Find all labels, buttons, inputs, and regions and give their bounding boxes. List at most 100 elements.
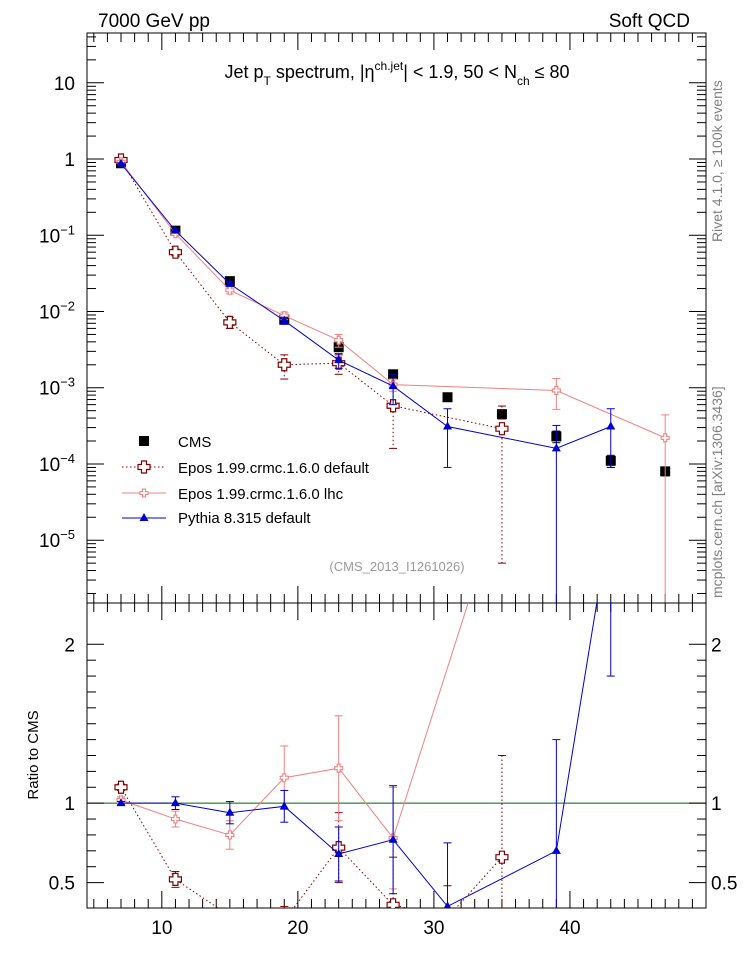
title-part-b: spectrum, |η bbox=[271, 62, 375, 82]
ratio-xtick-label: 10 bbox=[151, 918, 172, 939]
ratio-point-epos-1-99-crmc-1-6-0-default bbox=[224, 910, 236, 922]
main-point-pythia-8-315-default bbox=[388, 381, 398, 390]
main-ytick-label-exp: −3 bbox=[60, 375, 75, 390]
header-right-label: Soft QCD bbox=[609, 11, 690, 32]
title-sub-t: T bbox=[263, 74, 271, 88]
ratio-point-pythia-8-315-default bbox=[170, 798, 180, 807]
main-ytick-label: 1 bbox=[64, 150, 75, 171]
main-line-epos-1-99-crmc-1-6-0-lhc bbox=[120, 161, 666, 439]
title-sup-chjet: ch.jet bbox=[375, 59, 404, 73]
main-ytick-label-base: 10 bbox=[39, 379, 60, 400]
ratio-point-pythia-8-315-default bbox=[551, 845, 561, 854]
main-point-pythia-8-315-default bbox=[551, 443, 561, 452]
ratio-point-epos-1-99-crmc-1-6-0-default bbox=[495, 850, 509, 864]
main-point-pythia-8-315-default bbox=[606, 421, 616, 430]
ratio-point-pythia-8-315-default bbox=[116, 798, 126, 807]
ratio-point-epos-1-99-crmc-1-6-0-lhc bbox=[225, 830, 235, 840]
main-ytick-label-exp: −1 bbox=[60, 222, 75, 237]
main-ytick-label: 10−2 bbox=[39, 298, 75, 323]
header-left-label: 7000 GeV pp bbox=[98, 11, 210, 32]
ratio-point-epos-1-99-crmc-1-6-0-default bbox=[386, 898, 400, 908]
title-part-d: ≤ 80 bbox=[530, 62, 570, 82]
main-point-epos-1-99-crmc-1-6-0-default bbox=[495, 422, 509, 436]
ratio-plot: 0.5 0.5 1 1 2 2 10 20 30 40 Ratio to CMS bbox=[25, 323, 738, 939]
main-point-epos-1-99-crmc-1-6-0-lhc bbox=[225, 285, 235, 295]
main-point-pythia-8-315-default bbox=[225, 278, 235, 287]
ratio-series-pythia-8-315-default bbox=[116, 512, 615, 908]
ratio-xtick-label: 40 bbox=[559, 918, 580, 939]
ratio-xtick-label: 20 bbox=[287, 918, 308, 939]
main-point-epos-1-99-crmc-1-6-0-lhc bbox=[660, 433, 670, 443]
ratio-ytick-label-right: 1 bbox=[711, 794, 722, 815]
main-series-layer bbox=[114, 153, 671, 603]
main-point-pythia-8-315-default bbox=[443, 421, 453, 430]
ratio-axis-ticks bbox=[87, 603, 706, 908]
legend-epos-lhc-label: Epos 1.99.crmc.1.6.0 lhc bbox=[178, 486, 344, 503]
ratio-point-epos-1-99-crmc-1-6-0-lhc bbox=[279, 773, 289, 783]
legend-pythia-label: Pythia 8.315 default bbox=[178, 510, 311, 527]
legend-pythia-marker bbox=[139, 513, 149, 521]
legend-entry-epos-lhc: Epos 1.99.crmc.1.6.0 lhc bbox=[122, 486, 344, 503]
legend-entry-pythia: Pythia 8.315 default bbox=[122, 510, 311, 527]
ratio-xtick-label: 30 bbox=[423, 918, 444, 939]
legend-epos-default-marker bbox=[137, 460, 151, 474]
main-point-epos-1-99-crmc-1-6-0-default bbox=[386, 399, 400, 413]
ratio-series-layer bbox=[114, 323, 615, 922]
ratio-line-epos-1-99-crmc-1-6-0-default bbox=[120, 787, 503, 908]
ratio-ytick-label-right: 0.5 bbox=[711, 874, 737, 895]
main-point-epos-1-99-crmc-1-6-0-default bbox=[277, 358, 291, 372]
mcplots-source-label: mcplots.cern.ch [arXiv:1306.3436] bbox=[709, 386, 725, 598]
main-ytick-label: 10−3 bbox=[39, 375, 75, 400]
rivet-version-label: Rivet 4.1.0, ≥ 100k events bbox=[709, 80, 725, 242]
legend: CMS Epos 1.99.crmc.1.6.0 default Epos 1.… bbox=[122, 434, 370, 527]
main-point-pythia-8-315-default bbox=[170, 225, 180, 234]
ratio-point-epos-1-99-crmc-1-6-0-lhc bbox=[334, 763, 344, 773]
ratio-ytick-label: 1 bbox=[64, 794, 75, 815]
main-ytick-label-base: 10 bbox=[39, 455, 60, 476]
title-sub-ch: ch bbox=[517, 74, 530, 88]
main-ytick-label: 10−5 bbox=[39, 527, 75, 552]
ratio-point-pythia-8-315-default bbox=[334, 848, 344, 857]
legend-epos-default-label: Epos 1.99.crmc.1.6.0 default bbox=[178, 460, 370, 477]
main-ytick-label: 10 bbox=[54, 74, 75, 95]
main-ytick-label-base: 10 bbox=[39, 302, 60, 323]
ratio-line-pythia-8-315-default bbox=[121, 603, 598, 908]
analysis-id-watermark: (CMS_2013_I1261026) bbox=[329, 559, 464, 574]
main-ytick-label-base: 10 bbox=[39, 226, 60, 247]
main-point-epos-1-99-crmc-1-6-0-lhc bbox=[551, 385, 561, 396]
title-part-c: | < 1.9, 50 < N bbox=[403, 62, 517, 82]
ratio-tick-labels: 0.5 0.5 1 1 2 2 10 20 30 40 bbox=[49, 635, 738, 939]
ratio-series-epos-1-99-crmc-1-6-0-default bbox=[114, 755, 509, 922]
ratio-point-pythia-8-315-default bbox=[225, 807, 235, 816]
ratio-ytick-label-right: 2 bbox=[711, 635, 722, 656]
legend-cms-label: CMS bbox=[178, 434, 211, 451]
main-point-pythia-8-315-default bbox=[116, 158, 126, 167]
main-plot-title: Jet pT spectrum, |ηch.jet| < 1.9, 50 < N… bbox=[224, 59, 569, 88]
ratio-point-pythia-8-315-default bbox=[606, 512, 615, 520]
main-ytick-label: 10−1 bbox=[39, 222, 75, 247]
main-point-epos-1-99-crmc-1-6-0-default bbox=[168, 245, 183, 259]
main-ytick-label-exp: −4 bbox=[60, 451, 75, 466]
ratio-point-epos-1-99-crmc-1-6-0-default bbox=[168, 872, 183, 887]
legend-entry-epos-default: Epos 1.99.crmc.1.6.0 default bbox=[122, 460, 370, 477]
ratio-ytick-label: 2 bbox=[64, 635, 75, 656]
main-ytick-label-exp: −2 bbox=[60, 298, 75, 313]
main-ytick-label: 10−4 bbox=[39, 451, 75, 476]
main-ytick-label-base: 10 bbox=[39, 531, 60, 552]
ratio-point-pythia-8-315-default bbox=[388, 834, 398, 843]
legend-entry-cms: CMS bbox=[139, 434, 211, 451]
main-line-epos-1-99-crmc-1-6-0-default bbox=[120, 159, 503, 430]
main-line-pythia-8-315-default bbox=[120, 163, 611, 449]
main-point-cms bbox=[442, 392, 453, 403]
ratio-point-epos-1-99-crmc-1-6-0-lhc bbox=[552, 323, 560, 331]
ratio-point-epos-1-99-crmc-1-6-0-default bbox=[114, 780, 128, 794]
main-axis-ticks bbox=[87, 33, 706, 603]
ratio-point-pythia-8-315-default bbox=[279, 801, 289, 810]
main-point-epos-1-99-crmc-1-6-0-default bbox=[223, 315, 237, 329]
title-part-a: Jet p bbox=[224, 62, 263, 82]
legend-epos-lhc-marker bbox=[139, 488, 149, 498]
main-series-pythia-8-315-default bbox=[116, 158, 616, 603]
